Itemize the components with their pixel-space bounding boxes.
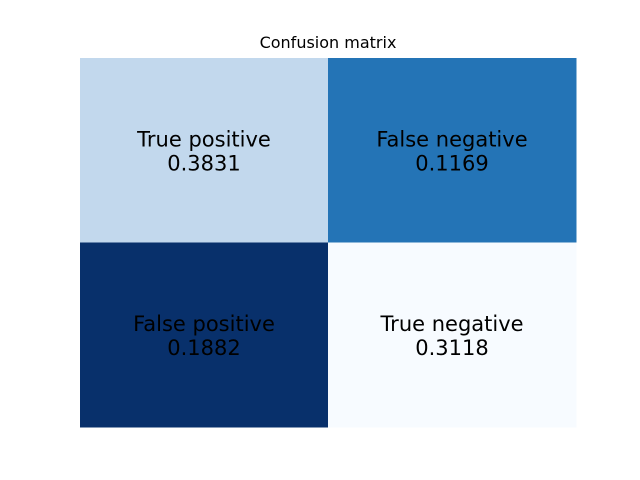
cells-layer xyxy=(80,58,577,428)
chart-title: Confusion matrix xyxy=(259,33,397,52)
cell-true-negative xyxy=(328,242,577,428)
cell-label-false-positive: False positive xyxy=(133,312,275,336)
cell-label-false-negative: False negative xyxy=(376,127,527,151)
cell-value-true-negative: 0.3118 xyxy=(415,336,488,360)
cell-false-negative xyxy=(328,58,577,243)
cell-label-true-positive: True positive xyxy=(136,127,271,151)
cell-value-false-negative: 0.1169 xyxy=(415,151,488,175)
cell-value-true-positive: 0.3831 xyxy=(167,151,240,175)
cell-false-positive xyxy=(80,242,329,428)
cell-true-positive xyxy=(80,58,329,243)
cell-label-true-negative: True negative xyxy=(379,312,523,336)
cell-value-false-positive: 0.1882 xyxy=(167,336,240,360)
